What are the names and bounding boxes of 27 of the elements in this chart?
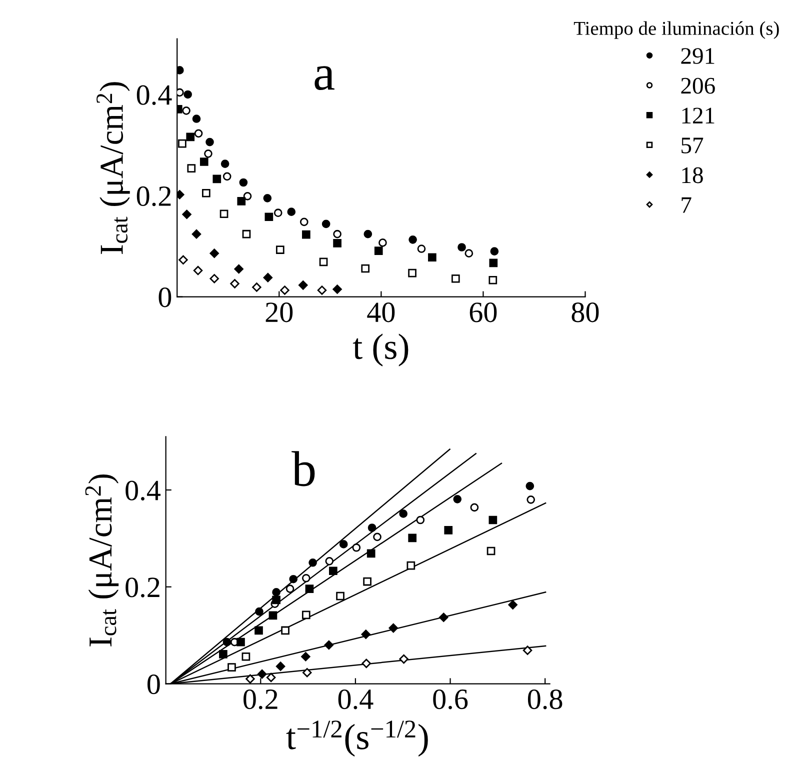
legend-title: Tiempo de iluminación (s) bbox=[574, 21, 779, 39]
x-axis-title: t (s) bbox=[352, 334, 408, 366]
annotation: a bbox=[314, 66, 334, 90]
legend-label: 7 bbox=[682, 197, 692, 213]
x-tick-label: 0.2 bbox=[244, 689, 278, 710]
legend-label: 18 bbox=[682, 167, 703, 184]
legend-label: 121 bbox=[682, 108, 714, 124]
annotation: b bbox=[292, 451, 315, 486]
x-axis-title: t$^{−1/2}$(s$^{−1/2}$) bbox=[286, 720, 428, 757]
x-tick-label: 60 bbox=[470, 302, 497, 322]
y-axis-title: I$_{cat}$ (μA/cm$^{2}$) bbox=[96, 82, 130, 254]
x-tick-label: 0.8 bbox=[528, 689, 562, 710]
x-tick-label: 0.6 bbox=[433, 689, 468, 710]
y-tick-label: 0.2 bbox=[136, 186, 171, 206]
x-tick-label: 80 bbox=[572, 302, 599, 322]
legend-label: 291 bbox=[681, 48, 714, 64]
legend-label: 206 bbox=[681, 78, 715, 94]
x-tick-label: 40 bbox=[367, 302, 395, 322]
y-tick-label: 0.4 bbox=[136, 85, 172, 106]
y-tick-label: 0 bbox=[158, 288, 172, 308]
x-tick-label: 20 bbox=[266, 302, 293, 322]
x-tick-label: 0.4 bbox=[338, 689, 374, 710]
y-tick-label: 0.2 bbox=[126, 578, 160, 598]
legend-label: 57 bbox=[682, 138, 704, 154]
y-tick-label: 0 bbox=[148, 674, 160, 694]
y-tick-label: 0.4 bbox=[126, 480, 161, 500]
y-axis-title: I$_{cat}$ (μA/cm$^{2}$) bbox=[85, 474, 119, 646]
